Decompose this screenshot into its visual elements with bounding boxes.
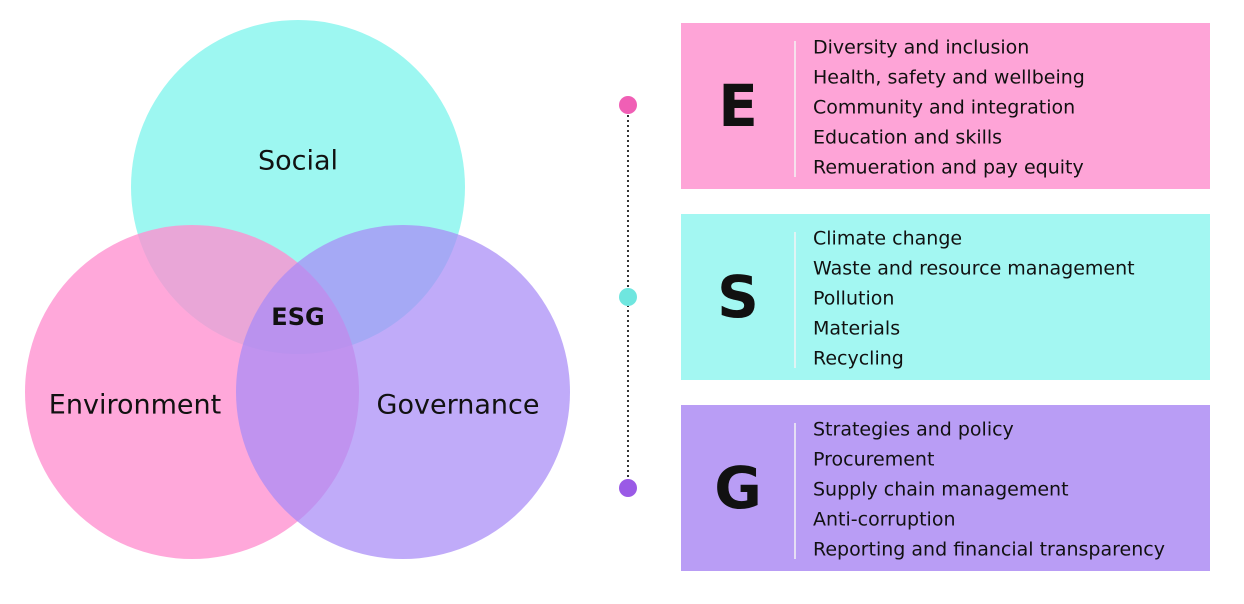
timeline-dot (619, 96, 637, 114)
timeline-dot (619, 479, 637, 497)
panel-item: Health, safety and wellbeing (813, 67, 1085, 89)
panel-letter: S (717, 263, 759, 331)
timeline-dot (619, 288, 637, 306)
center-label: ESG (271, 303, 324, 331)
panel-item: Recycling (813, 348, 904, 370)
panel-item: Strategies and policy (813, 419, 1014, 441)
panel-item: Community and integration (813, 97, 1075, 119)
panel-letter: G (714, 454, 762, 522)
panel-item: Remueration and pay equity (813, 157, 1084, 179)
panel (681, 23, 1210, 189)
governance-label: Governance (377, 390, 540, 421)
panel-item: Reporting and financial transparency (813, 539, 1165, 561)
panel-item: Diversity and inclusion (813, 37, 1029, 59)
panel (681, 214, 1210, 380)
panel (681, 405, 1210, 571)
panel-item: Procurement (813, 449, 934, 471)
panel-item: Anti-corruption (813, 509, 955, 531)
panel-item: Education and skills (813, 127, 1002, 149)
venn: Social Environment Governance ESG (25, 20, 570, 559)
social-label: Social (258, 146, 338, 177)
panels: E Diversity and inclusion Health, safety a… (681, 23, 1210, 571)
panel-item: Waste and resource management (813, 258, 1135, 280)
panel-item: Materials (813, 318, 900, 340)
panel-letter: E (718, 72, 758, 140)
governance-circle (236, 225, 570, 559)
panel-item: Pollution (813, 288, 894, 310)
timeline (619, 96, 637, 497)
environment-label: Environment (49, 390, 221, 421)
panel-item: Supply chain management (813, 479, 1069, 501)
panel-item: Climate change (813, 228, 962, 250)
